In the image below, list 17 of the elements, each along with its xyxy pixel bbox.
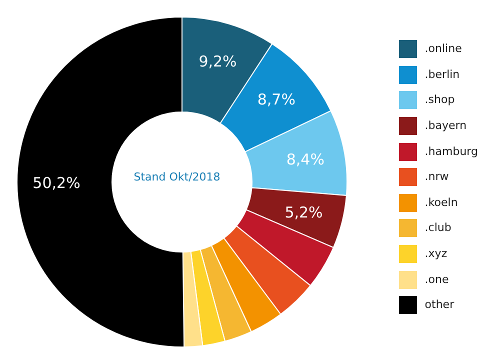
data-label: 9,2% <box>198 52 237 71</box>
legend-label: .nrw <box>424 170 449 184</box>
legend-label: .online <box>424 42 462 56</box>
legend-label: .koeln <box>424 196 458 209</box>
legend-label: .one <box>424 272 449 286</box>
data-label: 8,4% <box>286 150 324 168</box>
legend-label: .hamburg <box>424 144 478 158</box>
legend-label: .xyz <box>424 246 448 260</box>
text: Stand Okt/2018 <box>134 170 220 184</box>
legend-label: .club <box>424 221 452 234</box>
data-label: 50,2% <box>32 174 80 192</box>
legend-label: .shop <box>424 93 455 106</box>
legend-label: other <box>424 298 454 312</box>
legend-label: .bayern <box>424 119 467 132</box>
legend-label: .berlin <box>424 68 460 81</box>
data-label: 8,7% <box>257 90 296 108</box>
data-label: 5,2% <box>284 203 323 222</box>
